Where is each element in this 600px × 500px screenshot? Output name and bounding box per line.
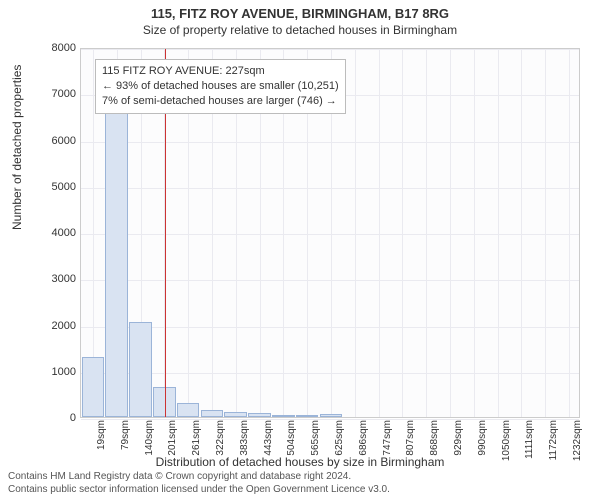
y-tick-label: 1000 (26, 366, 76, 378)
x-tick-label: 261sqm (191, 420, 202, 456)
gridline-v (355, 49, 356, 417)
x-tick-label: 201sqm (167, 420, 178, 456)
footer: Contains HM Land Registry data © Crown c… (8, 471, 390, 496)
gridline-h (81, 142, 579, 143)
gridline-v (402, 49, 403, 417)
x-tick-label: 990sqm (477, 420, 488, 456)
bar (177, 403, 200, 417)
gridline-h (81, 373, 579, 374)
y-tick-label: 3000 (26, 273, 76, 285)
gridline-v (569, 49, 570, 417)
chart-container: { "title": "115, FITZ ROY AVENUE, BIRMIN… (0, 0, 600, 500)
y-axis-label: Number of detached properties (10, 65, 24, 230)
y-tick-label: 5000 (26, 181, 76, 193)
gridline-v (498, 49, 499, 417)
y-tick-label: 6000 (26, 135, 76, 147)
x-tick-label: 140sqm (144, 420, 155, 456)
gridline-v (545, 49, 546, 417)
x-tick-label: 79sqm (120, 420, 131, 450)
bar (224, 412, 247, 417)
x-tick-label: 1050sqm (501, 420, 512, 461)
x-tick-label: 322sqm (215, 420, 226, 456)
x-tick-label: 868sqm (429, 420, 440, 456)
info-line-3: 7% of semi-detached houses are larger (7… (102, 94, 339, 109)
gridline-v (521, 49, 522, 417)
bar (296, 415, 319, 417)
x-tick-label: 1172sqm (548, 420, 559, 460)
footer-line-1: Contains HM Land Registry data © Crown c… (8, 471, 390, 484)
x-tick-label: 747sqm (382, 420, 393, 456)
x-tick-label: 1232sqm (572, 420, 583, 461)
gridline-v (426, 49, 427, 417)
bar (129, 322, 152, 417)
y-tick-label: 2000 (26, 320, 76, 332)
bar (201, 410, 224, 417)
y-tick-label: 0 (26, 412, 76, 424)
y-tick-label: 8000 (26, 42, 76, 54)
y-tick-label: 7000 (26, 88, 76, 100)
x-tick-label: 807sqm (405, 420, 416, 456)
bar (272, 415, 295, 417)
gridline-h (81, 188, 579, 189)
x-tick-label: 1111sqm (524, 420, 535, 459)
x-tick-label: 929sqm (453, 420, 464, 456)
x-tick-label: 625sqm (334, 420, 345, 456)
x-tick-label: 565sqm (310, 420, 321, 456)
gridline-h (81, 234, 579, 235)
gridline-v (474, 49, 475, 417)
x-tick-label: 19sqm (96, 420, 107, 450)
x-tick-label: 383sqm (239, 420, 250, 456)
gridline-h (81, 280, 579, 281)
y-tick-label: 4000 (26, 227, 76, 239)
gridline-h (81, 327, 579, 328)
footer-line-2: Contains public sector information licen… (8, 484, 390, 497)
bar (248, 413, 271, 417)
info-line-2: ← 93% of detached houses are smaller (10… (102, 79, 339, 94)
info-box: 115 FITZ ROY AVENUE: 227sqm ← 93% of det… (95, 59, 346, 114)
gridline-h (81, 49, 579, 50)
chart-title: 115, FITZ ROY AVENUE, BIRMINGHAM, B17 8R… (0, 0, 600, 21)
x-tick-label: 443sqm (263, 420, 274, 456)
bar (82, 357, 105, 417)
plot-area: 115 FITZ ROY AVENUE: 227sqm ← 93% of det… (80, 48, 580, 418)
gridline-v (450, 49, 451, 417)
gridline-v (379, 49, 380, 417)
chart-subtitle: Size of property relative to detached ho… (0, 21, 600, 39)
bar (320, 414, 343, 417)
x-tick-label: 504sqm (286, 420, 297, 456)
info-line-1: 115 FITZ ROY AVENUE: 227sqm (102, 64, 339, 79)
x-tick-label: 686sqm (358, 420, 369, 456)
bar (105, 103, 128, 418)
